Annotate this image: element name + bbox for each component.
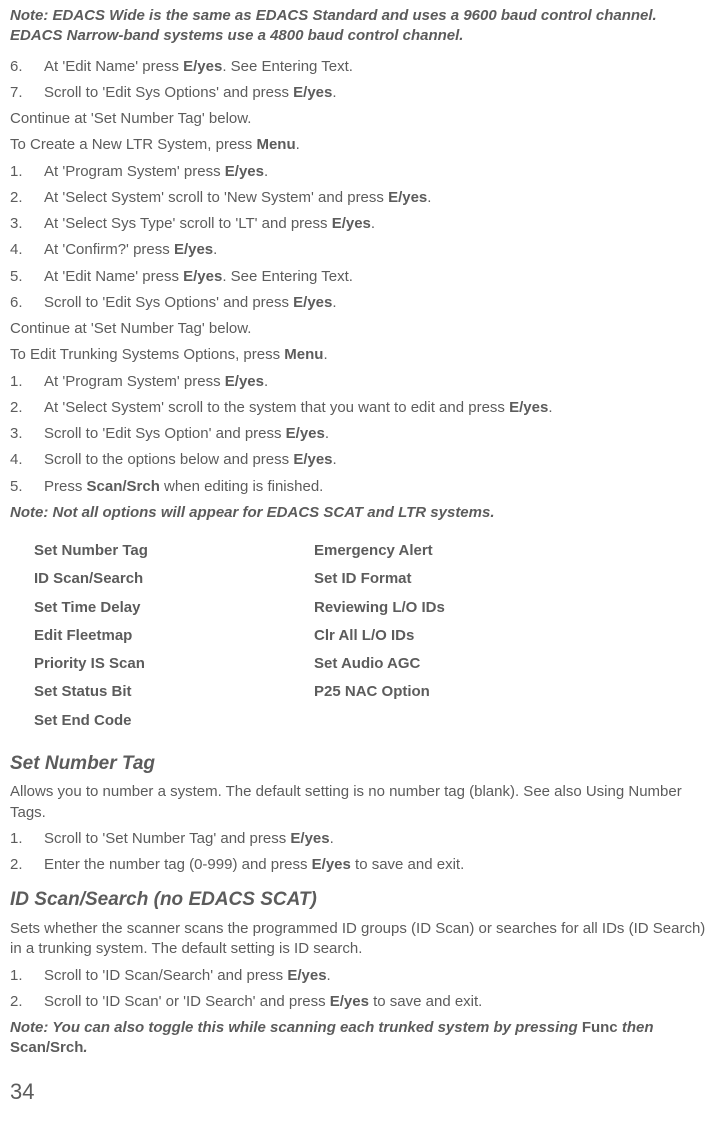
list-set-number-tag: 1.Scroll to 'Set Number Tag' and press E… [10,829,707,876]
section-heading-set-number-tag: Set Number Tag [10,751,707,777]
option-item: Set Status Bit [34,682,314,702]
option-item: Set Time Delay [34,598,314,618]
list-item: 2.Scroll to 'ID Scan' or 'ID Search' and… [10,992,707,1012]
note-edacs: Note: EDACS Wide is the same as EDACS St… [10,6,707,47]
list-item: 2.At 'Select System' scroll to the syste… [10,398,707,418]
item-text: Scroll to 'Edit Sys Options' and press E… [44,83,707,103]
continue-text-2: Continue at 'Set Number Tag' below. [10,319,707,339]
option-item: Edit Fleetmap [34,626,314,646]
list-item: 1.At 'Program System' press E/yes. [10,162,707,182]
list-first: 6. At 'Edit Name' press E/yes. See Enter… [10,57,707,104]
list-item: 2.Enter the number tag (0-999) and press… [10,855,707,875]
item-text: At 'Edit Name' press E/yes. See Entering… [44,57,707,77]
create-ltr-intro: To Create a New LTR System, press Menu. [10,135,707,155]
list-item: 6. At 'Edit Name' press E/yes. See Enter… [10,57,707,77]
list-item: 7. Scroll to 'Edit Sys Options' and pres… [10,83,707,103]
option-item: Set ID Format [314,569,594,589]
section-heading-id-scan-search: ID Scan/Search (no EDACS SCAT) [10,887,707,913]
list-item: 5.At 'Edit Name' press E/yes. See Enteri… [10,267,707,287]
list-item: 5.Press Scan/Srch when editing is finish… [10,477,707,497]
list-item: 1.At 'Program System' press E/yes. [10,372,707,392]
options-col-left: Set Number Tag ID Scan/Search Set Time D… [34,533,314,739]
list-id-scan-search: 1.Scroll to 'ID Scan/Search' and press E… [10,966,707,1013]
option-item: Reviewing L/O IDs [314,598,594,618]
option-item: Set Audio AGC [314,654,594,674]
option-item: P25 NAC Option [314,682,594,702]
list-item: 3.At 'Select Sys Type' scroll to 'LT' an… [10,214,707,234]
list-item: 2.At 'Select System' scroll to 'New Syst… [10,188,707,208]
list-item: 4.Scroll to the options below and press … [10,450,707,470]
page-number: 34 [10,1077,707,1107]
options-table: Set Number Tag ID Scan/Search Set Time D… [34,533,707,739]
list-create-ltr: 1.At 'Program System' press E/yes. 2.At … [10,162,707,314]
item-number: 6. [10,57,44,77]
section-desc: Allows you to number a system. The defau… [10,782,707,823]
list-item: 6.Scroll to 'Edit Sys Options' and press… [10,293,707,313]
note-not-all-options: Note: Not all options will appear for ED… [10,503,707,523]
list-item: 1.Scroll to 'ID Scan/Search' and press E… [10,966,707,986]
option-item: Set Number Tag [34,541,314,561]
list-edit-trunking: 1.At 'Program System' press E/yes. 2.At … [10,372,707,497]
option-item: Priority IS Scan [34,654,314,674]
item-number: 7. [10,83,44,103]
option-item: ID Scan/Search [34,569,314,589]
continue-text-1: Continue at 'Set Number Tag' below. [10,109,707,129]
option-item: Clr All L/O IDs [314,626,594,646]
option-item: Emergency Alert [314,541,594,561]
options-col-right: Emergency Alert Set ID Format Reviewing … [314,533,594,739]
list-item: 4.At 'Confirm?' press E/yes. [10,240,707,260]
list-item: 3.Scroll to 'Edit Sys Option' and press … [10,424,707,444]
section-desc: Sets whether the scanner scans the progr… [10,919,707,960]
option-item: Set End Code [34,711,314,731]
note-toggle-scan: Note: You can also toggle this while sca… [10,1018,707,1059]
edit-trunking-intro: To Edit Trunking Systems Options, press … [10,345,707,365]
list-item: 1.Scroll to 'Set Number Tag' and press E… [10,829,707,849]
